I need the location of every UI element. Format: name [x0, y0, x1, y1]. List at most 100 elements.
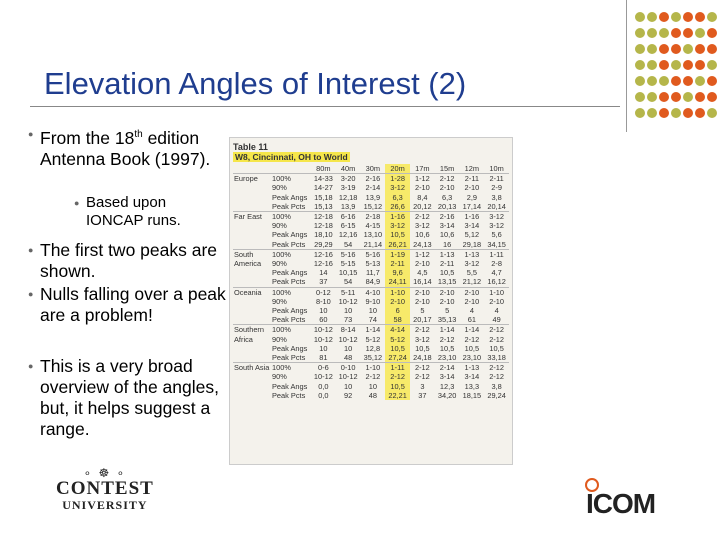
cell: 2-10	[414, 259, 430, 269]
dot	[659, 92, 669, 102]
cell: 2-18	[360, 211, 386, 222]
cell: 34,20	[437, 390, 457, 400]
cell: 4-14	[385, 324, 410, 335]
cell: 5,5	[466, 268, 478, 278]
divider	[626, 0, 627, 132]
cell: 20,13	[437, 201, 457, 211]
cell: 2-10	[459, 286, 485, 297]
cell: 3-12	[489, 221, 505, 231]
dot	[707, 44, 717, 54]
table-subtitle: W8, Cincinnati, OH to World	[233, 152, 350, 162]
band-header: 30m	[365, 164, 381, 173]
cell: 1-11	[484, 248, 509, 260]
cell: 16,14	[413, 277, 432, 287]
table-row: Peak Angs 14 10,15 11,7 9,6 4,5 10,5 5,5 4,7	[233, 268, 509, 278]
cell: 2-10	[414, 296, 430, 306]
table-row: South America 100% 12-16 5-16 5-16 1-19 1-12 1-…	[233, 248, 509, 288]
row-label: Peak Angs	[272, 306, 308, 316]
cell: 18,15	[462, 390, 482, 400]
cell: 4,5	[417, 268, 428, 278]
table-row: Europe 100% 14-33 3-20 2-16 1-28 1-12 2-12 2-11 2…	[233, 173, 509, 212]
cell: 2-12	[484, 324, 509, 335]
cell: 2-16	[434, 211, 460, 222]
cell: 10	[319, 306, 328, 316]
band-header: 20m	[385, 164, 410, 174]
cell: 1-13	[434, 248, 460, 260]
dot	[671, 60, 681, 70]
cell: 35,13	[437, 315, 457, 325]
cell: 3-12	[484, 211, 509, 222]
table-row: 90% 12-18 6-15 4-15 3-12 3-12 3-14 3-14 3-12	[233, 221, 509, 231]
cell: 10-12	[313, 372, 333, 382]
cell: 3-12	[385, 221, 410, 231]
dot	[659, 12, 669, 22]
cell: 4-10	[360, 286, 386, 297]
cell: 5	[445, 306, 450, 316]
cell: 58	[385, 315, 410, 325]
dot	[683, 28, 693, 38]
row-label: 100%	[271, 248, 311, 260]
cell: 35,12	[363, 353, 383, 363]
dot	[635, 12, 645, 22]
cell: 15,18	[314, 192, 333, 202]
row-label: 90%	[272, 183, 287, 193]
cell: 12-16	[311, 248, 336, 260]
cell: 23,10	[462, 353, 482, 363]
table-row: Peak Angs 0,0 10 10 10,5 3 12,3 13,3 3,8	[233, 381, 509, 391]
cell: 13,3	[464, 381, 480, 391]
cell: 10-12	[313, 334, 333, 344]
cell: 12,3	[439, 381, 455, 391]
cell: 3-19	[340, 183, 356, 193]
dot	[695, 76, 705, 86]
bullet: ● This is a very broad overview of the an…	[28, 356, 219, 439]
cell: 24,18	[413, 353, 432, 363]
cell: 1-10	[385, 286, 410, 297]
bullet-text: Nulls falling over a peak are a problem!	[40, 284, 226, 325]
cell: 3-12	[385, 183, 410, 193]
cell: 10	[344, 306, 353, 316]
cell: 10,5	[439, 343, 455, 353]
cell: 10	[344, 381, 353, 391]
dot	[671, 76, 681, 86]
table-caption: Table 11	[233, 142, 268, 152]
cell: 3,8	[491, 381, 502, 391]
table-row: 90% 12-16 5-15 5-13 2-11 2-10 2-11 3-12 2-8	[233, 259, 509, 269]
cell: 26,21	[385, 239, 410, 250]
table-row: Peak Pcts 81 48 35,12 27,24 24,18 23,10 23,10 33…	[233, 353, 509, 363]
cell: 1-11	[385, 362, 410, 373]
dot	[695, 108, 705, 118]
cell: 5-16	[360, 248, 386, 260]
cell: 2-11	[484, 173, 509, 184]
row-label: Peak Pcts	[272, 315, 306, 325]
cell: 20,17	[413, 315, 432, 325]
band-header: 15m	[439, 164, 455, 173]
cell: 9-10	[365, 296, 381, 306]
dot	[683, 60, 693, 70]
dot	[683, 44, 693, 54]
dot	[707, 108, 717, 118]
cell: 3-14	[464, 221, 480, 231]
cell: 4-15	[365, 221, 381, 231]
cell: 10,6	[439, 230, 455, 240]
logo-deco: ∘ ☸ ∘	[83, 466, 127, 480]
cell: 2-10	[385, 296, 410, 307]
cell: 12,18	[338, 192, 358, 202]
dot	[683, 92, 693, 102]
cell: 12-16	[313, 259, 333, 269]
cell: 2-10	[464, 183, 480, 193]
dot-grid	[635, 12, 717, 118]
cell: 10-12	[311, 324, 336, 335]
cell: 5	[420, 306, 425, 316]
row-label: 100%	[271, 211, 311, 222]
cell: 2-10	[414, 183, 430, 193]
cell: 29,24	[487, 390, 506, 400]
cell: 10,5	[385, 381, 410, 391]
row-label: Peak Angs	[272, 381, 308, 391]
cell: 5-15	[340, 259, 356, 269]
table-row: Peak Pcts 37 54 84,9 24,11 16,14 13,15 21,12 16,…	[233, 277, 509, 288]
cell: 1-14	[434, 324, 460, 335]
cell: 2-12	[410, 211, 435, 222]
cell: 5-12	[385, 334, 410, 344]
cell: 2-10	[489, 296, 505, 306]
